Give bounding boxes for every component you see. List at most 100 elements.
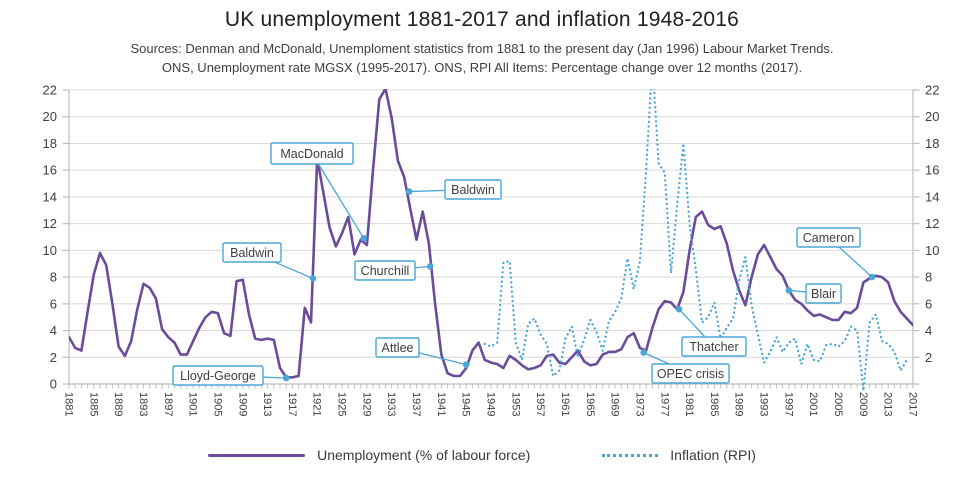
y-axis-label-left: 16 [43,163,57,178]
annotation-label: Blair [811,287,836,301]
y-axis-label-left: 12 [43,216,57,231]
annotation-leader [311,153,365,239]
annotation-box [681,336,747,357]
x-axis-label: 1937 [410,392,422,416]
x-axis-label: 1953 [509,392,521,416]
legend-label-inflation: Inflation (RPI) [670,447,756,463]
x-axis-label: 1889 [112,392,124,416]
x-axis-label: 1949 [485,392,497,416]
annotation-dot [309,275,317,282]
y-axis-label-right: 18 [925,136,939,151]
annotation-box [270,142,354,165]
y-axis-label-left: 0 [50,377,57,392]
annotation-dot [426,263,434,270]
x-axis-label: 1921 [311,392,323,416]
x-axis-label: 1997 [782,392,794,416]
x-axis-label: 2013 [882,392,894,416]
x-axis-label: 1905 [211,392,223,416]
sources-note: Sources: Denman and McDonald, Unemplomen… [0,39,964,77]
x-axis-label: 1989 [733,392,745,416]
y-axis-label-right: 16 [925,163,939,178]
y-axis-label-right: 12 [925,216,939,231]
y-axis-label-left: 4 [50,323,57,338]
y-axis-label-right: 14 [925,189,939,204]
x-axis-label: 1893 [137,392,149,416]
annotation-box [222,242,282,263]
inflation-line-swatch [602,453,659,457]
annotation-attlee: Attlee [375,337,470,368]
annotation-dot [640,349,647,356]
y-axis-label-left: 6 [50,296,57,311]
x-axis-label: 1977 [658,392,670,416]
x-axis-label: 1885 [87,392,99,416]
x-axis-label: 1973 [633,392,645,416]
annotation-box [796,227,861,248]
sources-line-1: Sources: Denman and McDonald, Unemplomen… [130,41,834,56]
y-axis-label-left: 8 [50,270,57,285]
annotation-box [444,179,502,200]
annotation-macdonald: MacDonald [270,142,368,242]
y-axis-label-right: 4 [925,323,932,338]
annotation-churchill: Churchill [354,260,434,281]
annotation-blair: Blair [785,283,842,304]
y-axis-label-left: 14 [43,189,57,204]
annotation-dot [462,361,470,368]
annotation-dot [785,287,793,294]
x-axis-label: 1945 [460,392,472,416]
annotation-label: Baldwin [451,183,495,197]
x-axis-label: 1901 [187,392,199,416]
annotation-thatcher: Thatcher [675,305,747,357]
y-axis-label-right: 22 [925,83,939,98]
x-axis-label: 2005 [832,392,844,416]
y-axis-label-left: 18 [43,136,57,151]
annotation-label: OPEC crisis [657,367,724,381]
x-axis-label: 1961 [559,392,571,416]
annotation-box [354,260,416,281]
x-axis-label: 1965 [584,392,596,416]
x-axis-label: 1881 [63,392,75,416]
unemployment-line [69,89,913,379]
annotation-baldwin: Baldwin [222,242,317,282]
annotation-label: Thatcher [689,340,738,354]
annotation-dot [868,273,876,281]
x-axis-label: 1897 [162,392,174,416]
y-axis-label-left: 2 [50,350,57,365]
legend: Unemployment (% of labour force) Inflati… [0,447,964,463]
annotation-box [375,337,420,358]
annotation-label: Cameron [803,231,854,245]
x-axis-label: 1917 [286,392,298,416]
unemployment-line-swatch [208,453,306,457]
y-axis-label-left: 22 [43,83,57,98]
annotation-dot [675,305,683,313]
y-axis-label-right: 10 [925,243,939,258]
annotation-cameron: Cameron [796,227,876,281]
x-axis-label: 1909 [236,392,248,416]
x-axis-label: 1993 [758,392,770,416]
annotation-box [651,363,730,384]
x-axis-label: 1981 [683,392,695,416]
x-axis-label: 2001 [807,392,819,416]
x-axis-label: 1913 [261,392,273,416]
annotation-dot [405,188,413,195]
x-axis-label: 1941 [435,392,447,416]
y-axis-label-right: 20 [925,109,939,124]
x-axis-label: 2017 [907,392,919,416]
annotation-dot [360,235,368,242]
y-axis-label-right: 2 [925,350,932,365]
annotation-opec-crisis: OPEC crisis [640,349,730,384]
annotation-label: Attlee [382,341,414,355]
x-axis-label: 1957 [534,392,546,416]
page-title: UK unemployment 1881-2017 and inflation … [224,8,740,31]
y-axis-label-right: 8 [925,270,932,285]
annotation-label: MacDonald [280,147,343,161]
annotation-baldwin: Baldwin [405,179,502,200]
annotation-label: Churchill [361,264,410,278]
inflation-line [483,89,908,392]
x-axis-label: 1969 [609,392,621,416]
sources-line-2: ONS, Unemployment rate MGSX (1995-2017).… [161,60,803,75]
y-axis-label-left: 10 [43,243,57,258]
legend-label-unemployment: Unemployment (% of labour force) [317,447,531,463]
x-axis-label: 1933 [385,392,397,416]
annotation-lloyd-george: Lloyd-George [172,365,290,386]
